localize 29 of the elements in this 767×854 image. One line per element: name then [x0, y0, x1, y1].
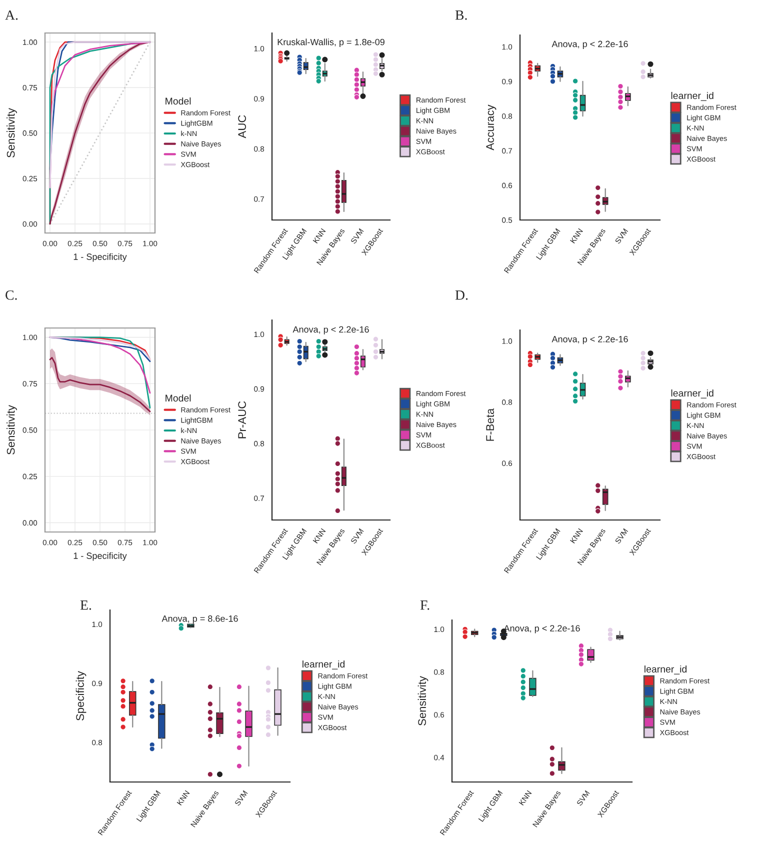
y-axis-title: F-Beta [486, 408, 494, 441]
y-axis-title: Specificity [76, 671, 86, 721]
legend-title: Model [166, 394, 191, 402]
legend-title: learner_id [671, 389, 714, 398]
text: C. [6, 290, 17, 300]
text: Anova, p < 2.2e-16 [504, 625, 580, 634]
legend-title: learner_id [644, 665, 687, 674]
text: Anova, p < 2.2e-16 [552, 336, 628, 344]
text: B. [455, 10, 467, 20]
y-axis-title: Sensitivity [6, 108, 17, 158]
legend-title: learner_id [671, 92, 714, 101]
text: Kruskal-Wallis, p = 1.8e-09 [278, 38, 384, 48]
x-axis-title: 1 - Specificity [74, 552, 127, 561]
y-axis-title: Sensitivity [6, 405, 17, 455]
text: F. [420, 600, 430, 610]
y-axis-title: Pr-AUC [238, 401, 246, 438]
line-series [49, 356, 151, 412]
legend-title: learner_id [302, 660, 345, 670]
text: E. [80, 600, 92, 610]
legend-title: Model [166, 97, 191, 105]
text: A. [5, 10, 18, 20]
text: Anova, p = 8.6e-16 [162, 615, 238, 624]
text: Anova, p < 2.2e-16 [292, 326, 369, 334]
y-axis-title: Sensitivity [418, 676, 428, 726]
y-axis-title: AUC [238, 115, 246, 138]
x-axis-title: 1 - Specificity [74, 253, 127, 262]
text: Anova, p < 2.2e-16 [552, 40, 628, 49]
text: D. [455, 290, 468, 300]
y-axis-title: Accuracy [486, 104, 496, 150]
